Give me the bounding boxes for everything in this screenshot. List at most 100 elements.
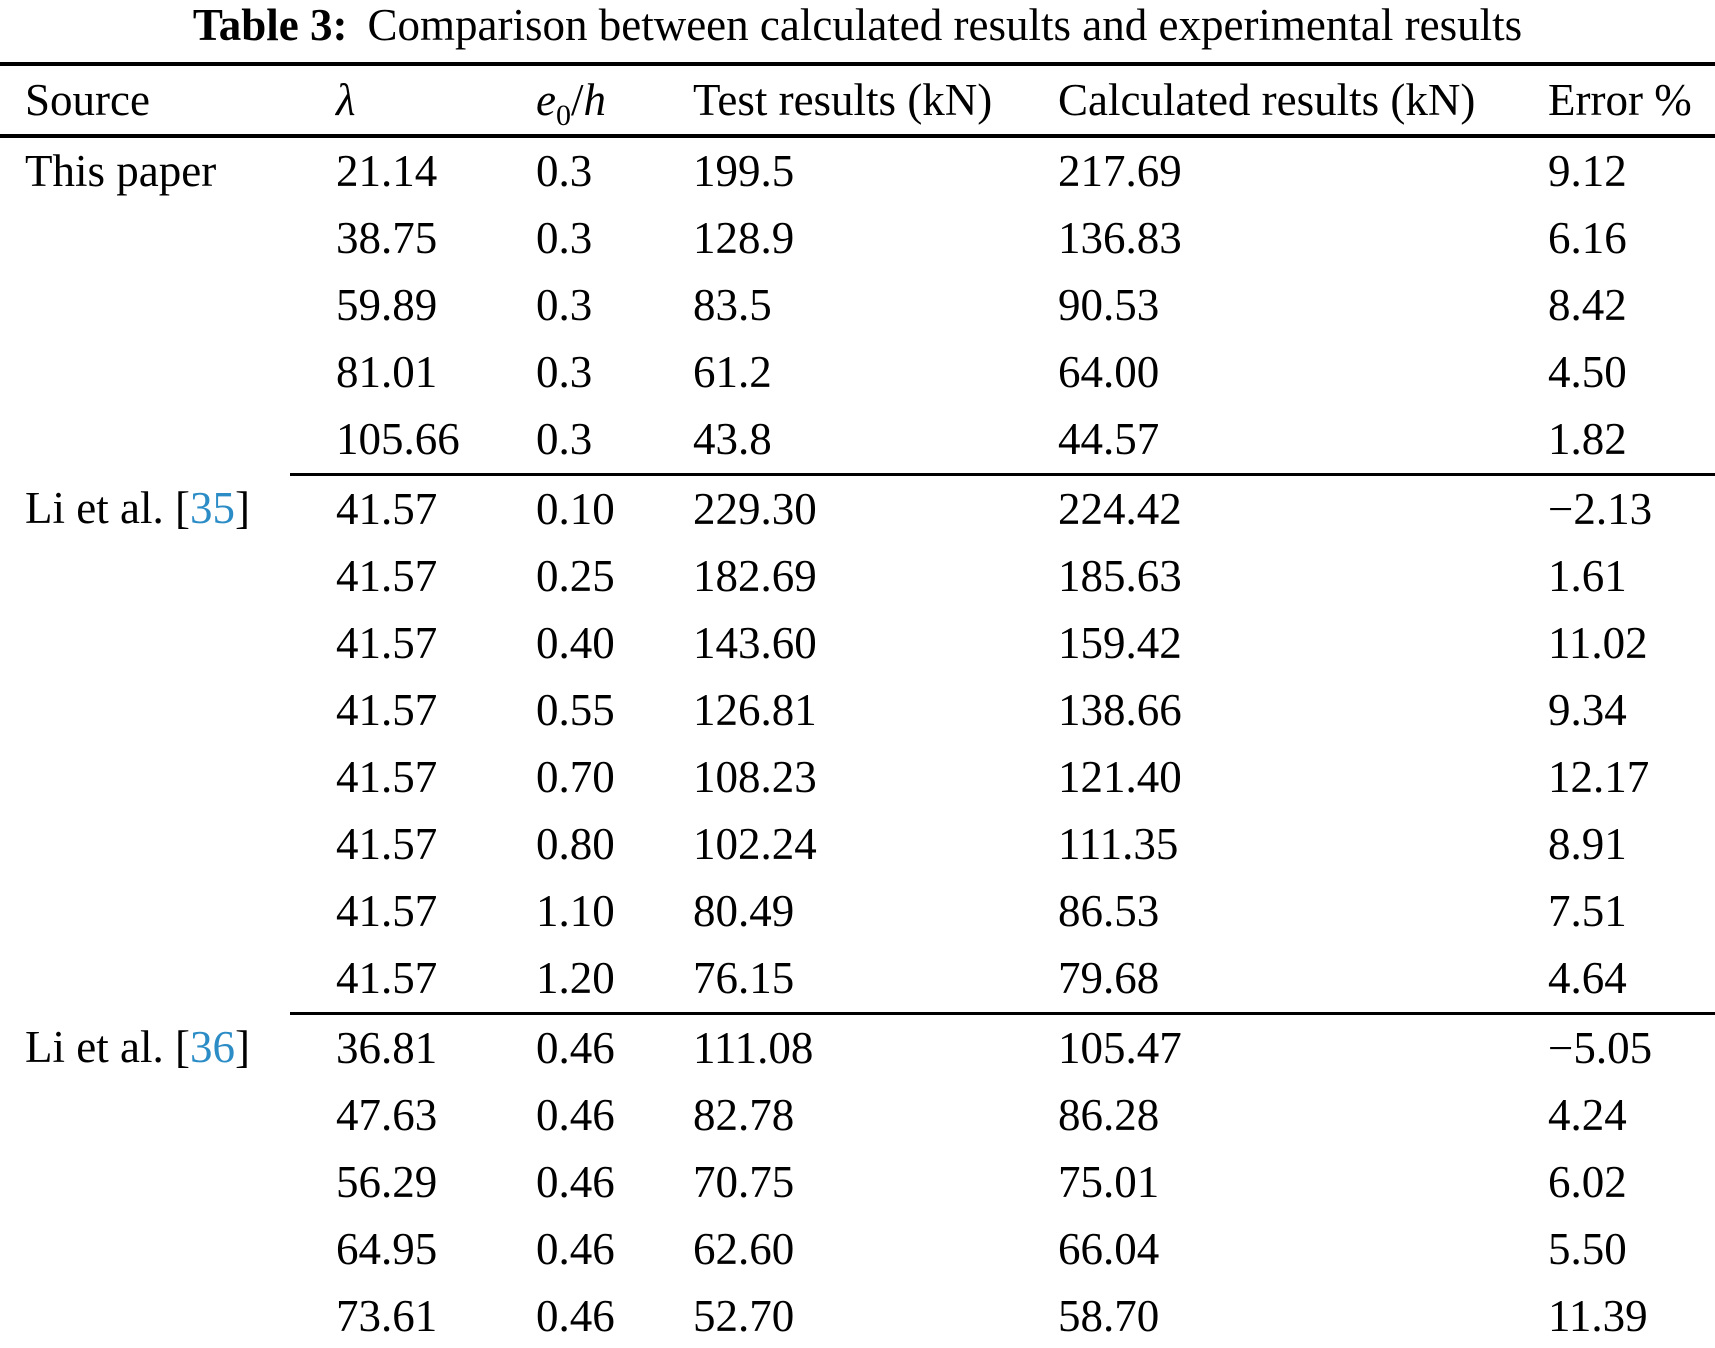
cell-source (0, 339, 290, 406)
table-row: 41.57 0.25 182.69 185.63 1.61 (0, 543, 1715, 610)
cell-source (0, 945, 290, 1014)
cell-test-result: 199.5 (693, 146, 795, 196)
cell-lambda: 73.61 (336, 1291, 438, 1341)
citation-link[interactable]: 36 (189, 1022, 235, 1073)
cell-e0h: 0.3 (536, 414, 593, 464)
table-row: 41.57 1.20 76.15 79.68 4.64 (0, 945, 1715, 1014)
cell-e0h: 0.3 (536, 146, 593, 196)
cell-error: 6.16 (1548, 213, 1627, 263)
cell-calculated-result: 75.01 (1058, 1157, 1160, 1207)
cell-source (0, 677, 290, 744)
source-label: Li et al. [ (25, 1022, 190, 1073)
cell-test-result: 80.49 (693, 886, 795, 936)
cell-source (0, 205, 290, 272)
cell-source (0, 811, 290, 878)
cell-source: This paper (0, 136, 290, 205)
cell-calculated-result: 66.04 (1058, 1224, 1160, 1274)
cell-error: 11.39 (1548, 1291, 1648, 1341)
lambda-symbol: λ (336, 74, 356, 125)
cell-lambda: 81.01 (336, 347, 438, 397)
cell-test-result: 52.70 (693, 1291, 795, 1341)
cell-error: 4.24 (1548, 1090, 1627, 1140)
cell-e0h: 1.20 (536, 953, 615, 1003)
cell-lambda: 41.57 (336, 685, 438, 735)
cell-source (0, 744, 290, 811)
cell-test-result: 82.78 (693, 1090, 795, 1140)
cell-e0h: 0.40 (536, 618, 615, 668)
e0h-subscript: 0 (555, 98, 571, 132)
cell-test-result: 61.2 (693, 347, 772, 397)
e0h-slash: / (570, 74, 584, 125)
cell-source (0, 610, 290, 677)
cell-error: 8.42 (1548, 280, 1627, 330)
table-caption: Table 3: Comparison between calculated r… (0, 0, 1715, 62)
cell-e0h: 0.10 (530, 473, 687, 543)
cell-test-result: 126.81 (693, 685, 817, 735)
cell-test-result: 128.9 (693, 213, 795, 263)
cell-e0h: 0.3 (536, 347, 593, 397)
cell-source (0, 1149, 290, 1216)
cell-lambda: 41.57 (336, 953, 438, 1003)
table-row: 41.57 0.80 102.24 111.35 8.91 (0, 811, 1715, 878)
comparison-table: Source λ e0/h Test results (kN) Calculat… (0, 62, 1715, 1348)
table-row: 59.89 0.3 83.5 90.53 8.42 (0, 272, 1715, 339)
cell-error: 1.61 (1548, 551, 1627, 601)
cell-test-result: 143.60 (693, 618, 817, 668)
cell-error: −5.05 (1540, 1012, 1715, 1082)
cell-source (0, 272, 290, 339)
table-row: 64.95 0.46 62.60 66.04 5.50 (0, 1216, 1715, 1283)
e0h-h: h (583, 74, 607, 125)
cell-lambda: 105.66 (336, 414, 460, 464)
cell-calculated-result: 79.68 (1058, 953, 1160, 1003)
cell-source (0, 543, 290, 610)
cell-lambda: 59.89 (336, 280, 438, 330)
cell-calculated-result: 44.57 (1058, 414, 1160, 464)
cell-calculated-result: 86.53 (1058, 886, 1160, 936)
table-row: Li et al. [35] 41.57 0.10 229.30 224.42 −2.13 (0, 473, 1715, 544)
cell-source: Li et al. [36] (0, 1014, 290, 1083)
cell-test-result: 182.69 (693, 551, 817, 601)
cell-calculated-result: 217.69 (1058, 146, 1182, 196)
cell-calculated-result: 90.53 (1058, 280, 1160, 330)
cell-lambda: 41.57 (336, 618, 438, 668)
cell-e0h: 0.25 (536, 551, 615, 601)
col-header-error: Error % (1540, 64, 1715, 138)
col-header-e0h: e0/h (530, 64, 687, 138)
cell-error: 4.64 (1548, 953, 1627, 1003)
table-row: 105.66 0.3 43.8 44.57 1.82 (0, 406, 1715, 475)
col-header-calculated-results: Calculated results (kN) (1050, 64, 1540, 138)
cell-source: Li et al. [35] (0, 475, 290, 544)
cell-lambda: 47.63 (336, 1090, 438, 1140)
cell-error: 4.50 (1548, 347, 1627, 397)
cell-lambda: 41.57 (290, 473, 530, 543)
cell-calculated-result: 58.70 (1058, 1291, 1160, 1341)
cell-e0h: 0.3 (536, 213, 593, 263)
table-row: 56.29 0.46 70.75 75.01 6.02 (0, 1149, 1715, 1216)
col-header-test-results: Test results (kN) (687, 64, 1050, 138)
cell-calculated-result: 138.66 (1058, 685, 1182, 735)
cell-e0h: 0.46 (536, 1224, 615, 1274)
col-header-source: Source (0, 64, 290, 138)
citation-link[interactable]: 35 (189, 483, 235, 534)
cell-lambda: 41.57 (336, 752, 438, 802)
table-row: This paper 21.14 0.3 199.5 217.69 9.12 (0, 136, 1715, 205)
cell-e0h: 0.46 (536, 1157, 615, 1207)
cell-e0h: 0.46 (536, 1291, 615, 1341)
table-row: 41.57 0.40 143.60 159.42 11.02 (0, 610, 1715, 677)
source-label: This paper (25, 146, 217, 196)
source-label-suffix: ] (234, 483, 250, 534)
cell-e0h: 0.70 (536, 752, 615, 802)
cell-error: −2.13 (1540, 473, 1715, 543)
cell-error: 9.34 (1548, 685, 1627, 735)
cell-source (0, 406, 290, 475)
cell-lambda: 41.57 (336, 819, 438, 869)
header-row: Source λ e0/h Test results (kN) Calculat… (0, 64, 1715, 138)
e0h-base: e (536, 74, 556, 125)
cell-lambda: 56.29 (336, 1157, 438, 1207)
cell-lambda: 41.57 (336, 886, 438, 936)
caption-label: Table 3: (192, 0, 348, 50)
table-body: This paper 21.14 0.3 199.5 217.69 9.12 38.75 0.… (0, 136, 1715, 1348)
cell-e0h: 1.10 (536, 886, 615, 936)
cell-e0h: 0.80 (536, 819, 615, 869)
